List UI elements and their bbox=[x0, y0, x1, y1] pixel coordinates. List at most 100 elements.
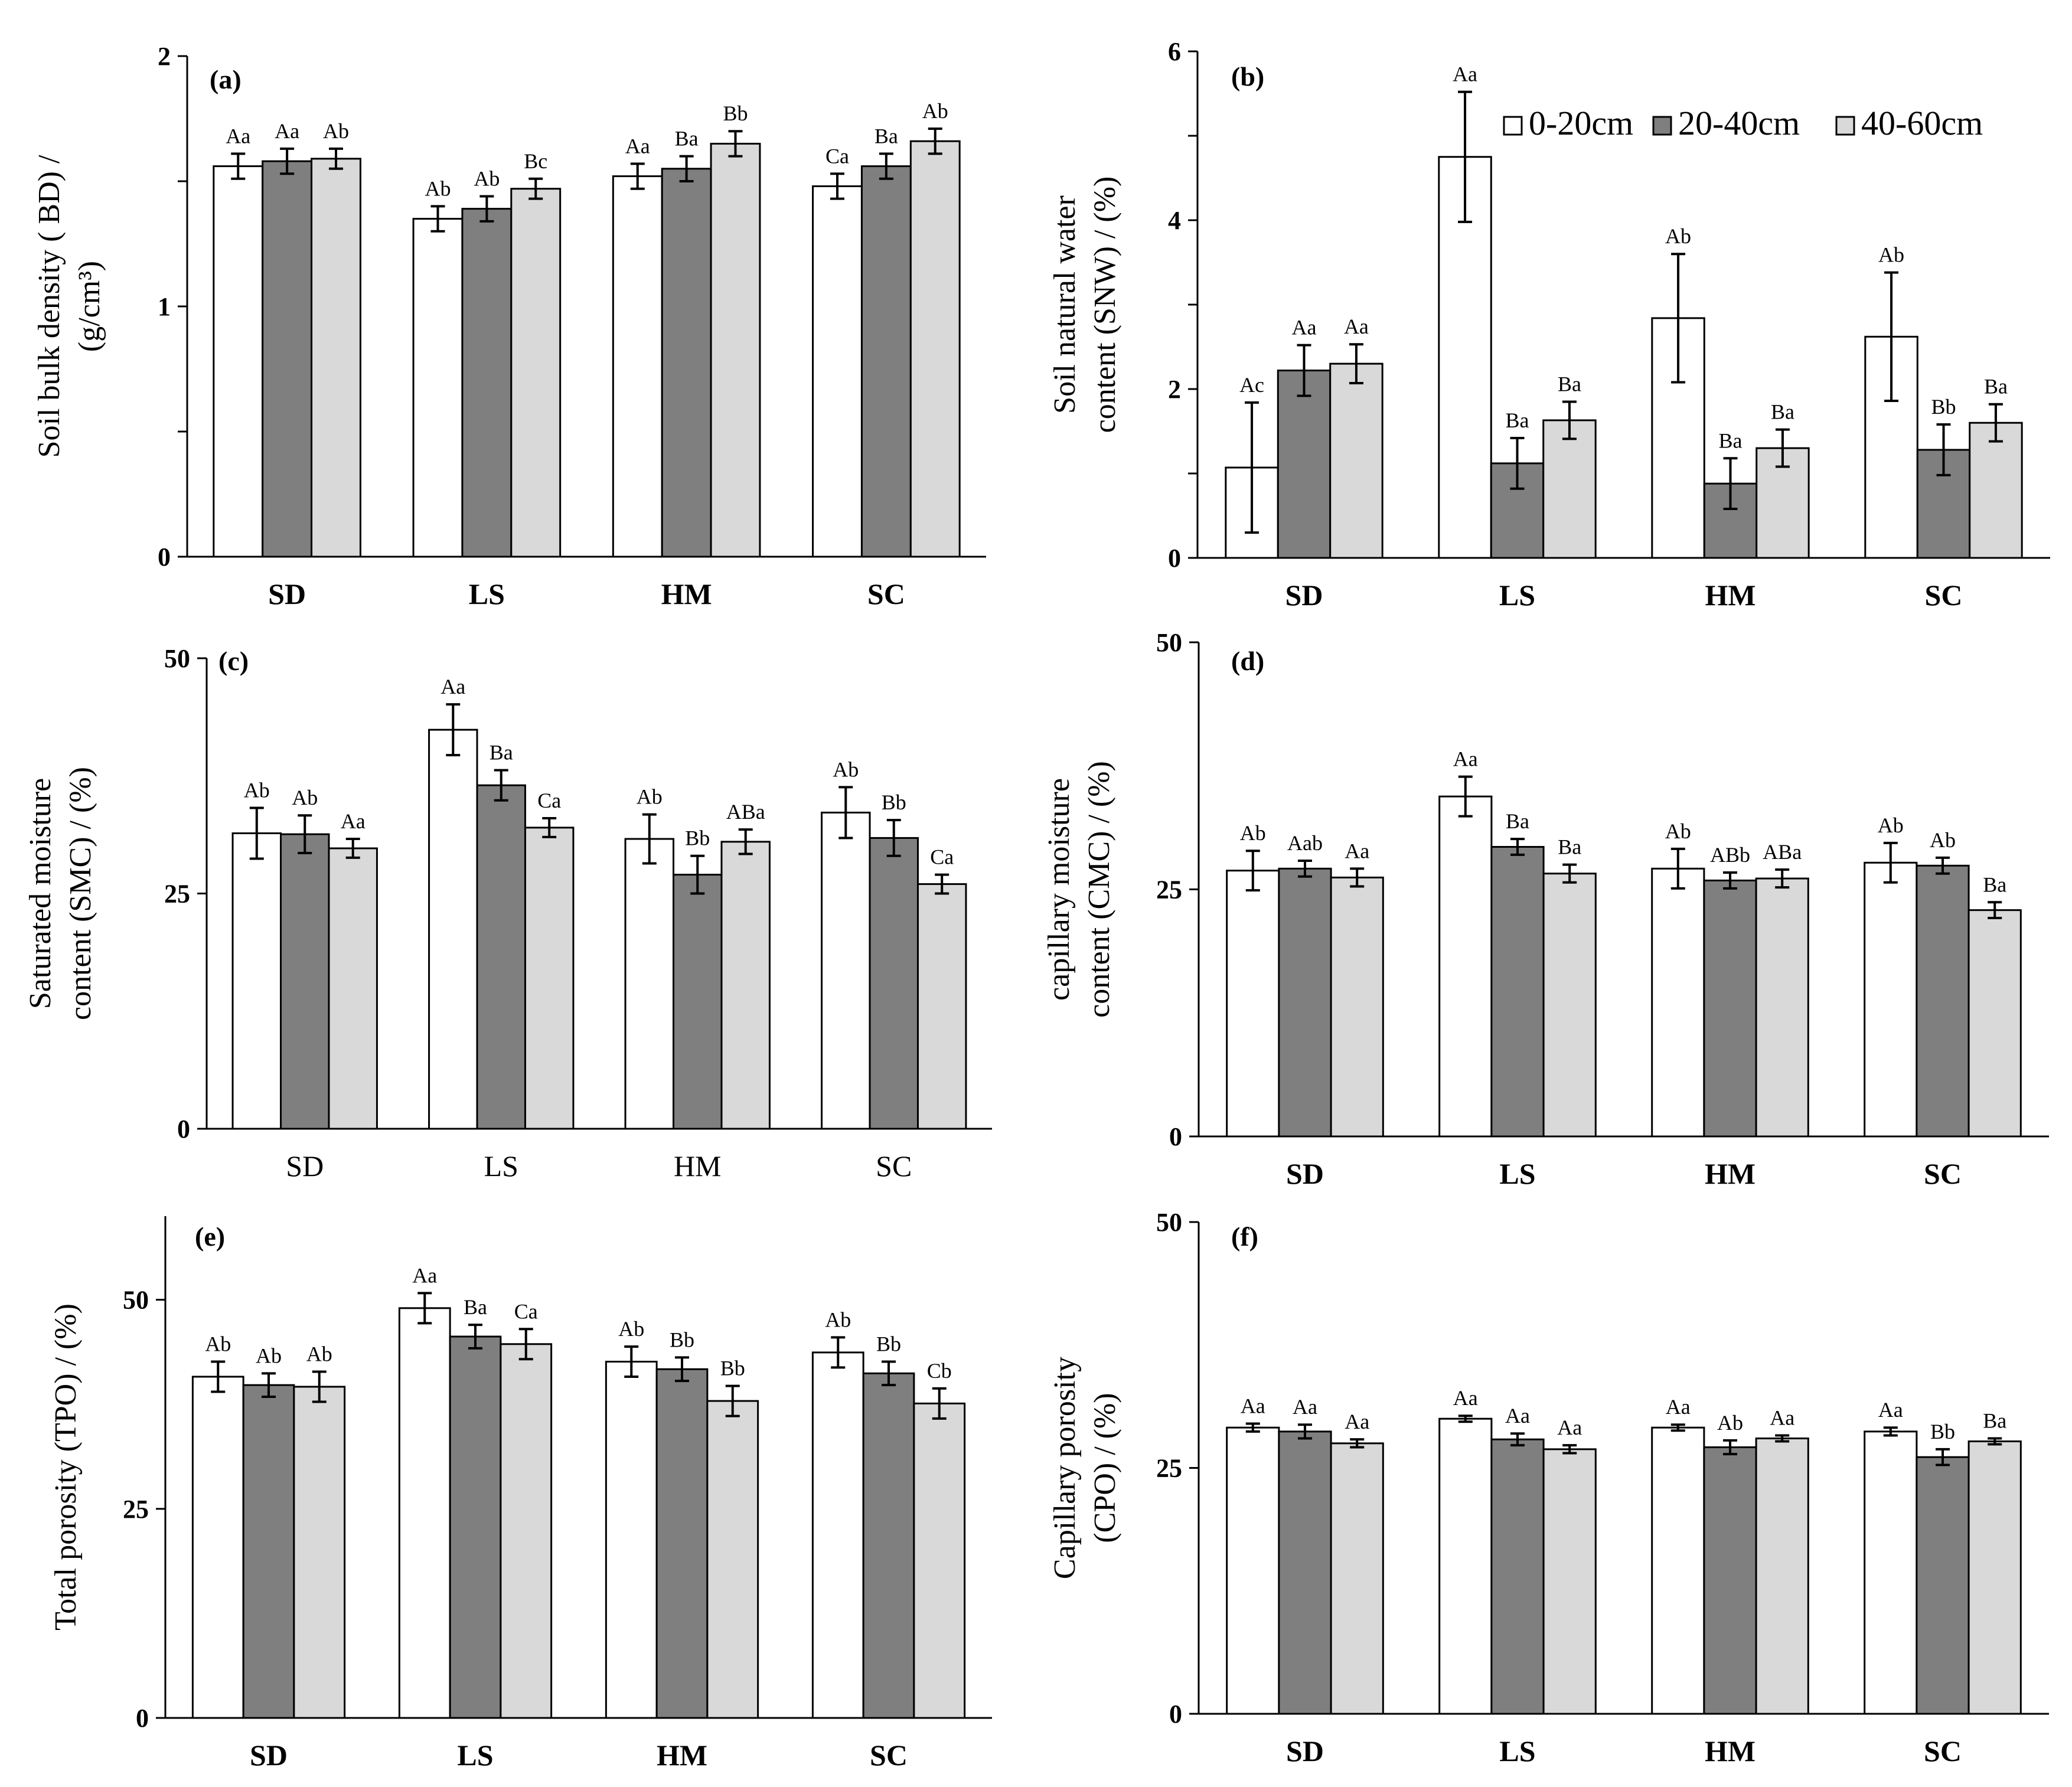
panel-b-ytick-label: 0 bbox=[1168, 544, 1181, 573]
panel-d-category-label: SD bbox=[1286, 1157, 1324, 1190]
panel-d-bar bbox=[1438, 795, 1493, 1138]
panel-d-sig-letter: Ab bbox=[1930, 828, 1956, 852]
panel-f-ylabel-line: (CPO) / (%) bbox=[1088, 1393, 1122, 1543]
panel-d-bar bbox=[1916, 864, 1970, 1138]
panel-b-sig-letter: Ba bbox=[1771, 400, 1794, 424]
panel-d-sig-letter: Aab bbox=[1287, 831, 1323, 855]
panel-b-category-label: SC bbox=[1925, 579, 1963, 612]
panel-f-bar bbox=[1967, 1440, 2022, 1715]
panel-e-bar bbox=[242, 1384, 295, 1719]
panel-d-bar bbox=[1651, 867, 1705, 1138]
panel-e-bar bbox=[862, 1372, 915, 1719]
panel-a-ytick-label: 1 bbox=[158, 292, 171, 321]
panel-c-bar bbox=[869, 837, 919, 1130]
panel-b-sig-letter: Ba bbox=[1984, 375, 2008, 398]
panel-a-ylabel-line: Soil bulk density ( BD) / bbox=[32, 155, 66, 458]
panel-a-bar bbox=[412, 218, 464, 558]
panel-a-bar bbox=[461, 208, 513, 558]
panel-c-bar bbox=[916, 883, 967, 1130]
panel-d-sig-letter: Ba bbox=[1983, 873, 2006, 896]
panel-e-ytick-label: 25 bbox=[123, 1495, 149, 1524]
panel-b-ylabel-line: Soil natural water bbox=[1048, 195, 1082, 414]
panel-c-category-label: HM bbox=[674, 1149, 722, 1182]
panel-c-ylabel-line: Saturated moisture bbox=[24, 778, 57, 1009]
panel-a-ylabel-line: (g/cm³) bbox=[73, 261, 106, 352]
panel-e-sig-letter: Ab bbox=[306, 1342, 332, 1366]
panel-a-sig-letter: Ab bbox=[323, 119, 349, 143]
panel-c-sig-letter: Bb bbox=[685, 826, 710, 850]
panel-e-bar bbox=[500, 1343, 553, 1719]
panel-e-ytick-label: 0 bbox=[136, 1704, 149, 1733]
panel-a-category-label: LS bbox=[469, 577, 505, 610]
panel-c-sig-letter: Bb bbox=[882, 790, 906, 814]
panel-d-sig-letter: ABb bbox=[1710, 843, 1750, 867]
panel-c-ytick-label: 0 bbox=[177, 1115, 190, 1144]
panel-f-ytick-label: 50 bbox=[1156, 1208, 1182, 1237]
panel-b-sig-letter: Ab bbox=[1665, 224, 1691, 248]
panel-a-bar bbox=[213, 165, 264, 558]
panel-c-bar bbox=[720, 841, 771, 1130]
panel-b-tag: (b) bbox=[1231, 61, 1264, 92]
panel-f-sig-letter: Aa bbox=[1557, 1416, 1582, 1439]
panel-d-bar bbox=[1542, 873, 1597, 1138]
legend-label: 20-40cm bbox=[1678, 104, 1800, 142]
panel-a-category-label: SC bbox=[867, 577, 905, 610]
panel-d-sig-letter: ABa bbox=[1763, 840, 1802, 864]
panel-b-bar bbox=[1969, 422, 2023, 559]
panel-b-ytick-label: 6 bbox=[1168, 37, 1181, 66]
panel-f-category-label: LS bbox=[1499, 1734, 1535, 1768]
panel-c-ytick-label: 50 bbox=[164, 644, 190, 673]
panel-c-bar bbox=[231, 832, 282, 1130]
panel-d-ylabel: capillary moisture content (CMC) / (%) bbox=[1042, 761, 1116, 1018]
panel-f-sig-letter: Aa bbox=[1241, 1394, 1265, 1418]
panel-f-sig-letter: Aa bbox=[1878, 1398, 1903, 1422]
panel-f-sig-letter: Ba bbox=[1983, 1409, 2006, 1433]
panel-d-sig-letter: Aa bbox=[1453, 747, 1478, 771]
panel-c-sig-letter: Ab bbox=[244, 778, 270, 802]
panel-c-bar bbox=[476, 784, 526, 1130]
panel-d-bar bbox=[1967, 909, 2022, 1138]
panel-d-tag: (d) bbox=[1231, 646, 1264, 676]
panel-a-category-label: SD bbox=[268, 577, 306, 610]
panel-e-bar bbox=[655, 1368, 709, 1719]
panel-c-bar bbox=[673, 874, 723, 1130]
panel-d-sig-letter: Ba bbox=[1506, 809, 1529, 833]
panel-f-bar bbox=[1278, 1430, 1332, 1715]
panel-a-sig-letter: Aa bbox=[275, 119, 299, 143]
panel-b-sig-letter: Aa bbox=[1453, 63, 1477, 86]
panel-d-bar bbox=[1755, 877, 1809, 1138]
panel-e-bar bbox=[811, 1351, 864, 1719]
panel-d-ytick-label: 0 bbox=[1169, 1122, 1182, 1151]
panel-a-bar bbox=[812, 185, 863, 558]
panel-c-category-label: SD bbox=[286, 1149, 324, 1182]
panel-f-sig-letter: Aa bbox=[1770, 1406, 1794, 1430]
panel-e-sig-letter: Bb bbox=[720, 1357, 745, 1380]
panel-f-bar bbox=[1438, 1417, 1493, 1715]
panel-d-bar bbox=[1490, 846, 1545, 1138]
panel-a-sig-letter: Bb bbox=[723, 102, 748, 125]
panel-c-category-label: LS bbox=[484, 1149, 518, 1182]
panel-d-sig-letter: Ab bbox=[1665, 819, 1691, 843]
panel-e-bar bbox=[605, 1361, 658, 1719]
panel-c-ytick-label: 25 bbox=[164, 880, 190, 909]
panel-e-tag: (e) bbox=[195, 1221, 225, 1252]
panel-d-ytick-label: 25 bbox=[1156, 875, 1182, 904]
panel-f-bar bbox=[1703, 1446, 1757, 1715]
panel-f-tag: (f) bbox=[1231, 1221, 1258, 1252]
panel-d-ylabel-line: content (CMC) / (%) bbox=[1082, 761, 1116, 1018]
panel-f-sig-letter: Aa bbox=[1666, 1395, 1691, 1419]
panel-a-category-label: HM bbox=[661, 577, 712, 610]
panel-e-bar bbox=[398, 1307, 451, 1719]
legend-label: 40-60cm bbox=[1861, 104, 1983, 142]
panel-b-sig-letter: Aa bbox=[1292, 316, 1317, 339]
panel-b-sig-letter: Ac bbox=[1239, 373, 1264, 397]
panel-a-sig-letter: Ab bbox=[474, 166, 500, 190]
panel-d-category-label: SC bbox=[1924, 1157, 1962, 1190]
panel-e-sig-letter: Ba bbox=[464, 1295, 487, 1319]
panel-d-bar bbox=[1278, 867, 1332, 1138]
legend-swatch bbox=[1503, 116, 1523, 136]
panel-e-sig-letter: Ab bbox=[618, 1317, 644, 1341]
panel-b-ylabel-line: content (SNW) / (%) bbox=[1088, 177, 1122, 433]
panel-f-ylabel: Capillary porosity (CPO) / (%) bbox=[1048, 1357, 1122, 1579]
panel-c-sig-letter: Ab bbox=[292, 786, 318, 809]
